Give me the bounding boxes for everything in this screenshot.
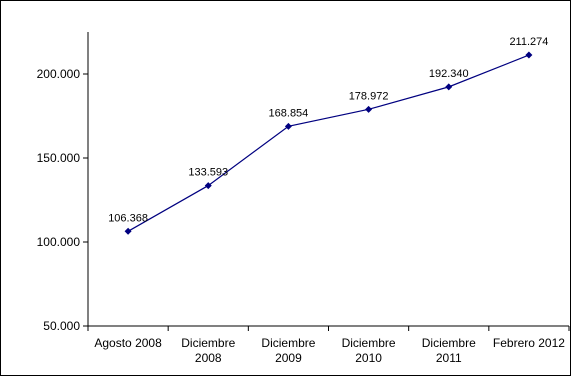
data-point-marker [525, 51, 533, 59]
data-label: 192.340 [429, 68, 469, 80]
data-label: 106.368 [108, 212, 148, 224]
data-point-marker [445, 83, 453, 91]
x-category-label-line: Diciembre [181, 336, 235, 350]
x-category-label: Diciembre 2009 [261, 336, 315, 365]
series-layer [124, 51, 533, 235]
data-label: 178.972 [349, 90, 389, 102]
x-category-label-line: 2011 [436, 351, 462, 365]
x-category-label-line: 2008 [195, 351, 222, 365]
data-point-marker [204, 182, 212, 190]
x-category-label: Diciembre 2010 [342, 336, 396, 365]
x-category-label: Agosto 2008 [94, 336, 162, 350]
y-tick-label: 50.000 [43, 319, 80, 333]
data-point-marker [284, 122, 292, 130]
x-category-label: Diciembre 2011 [422, 336, 476, 365]
x-category-label: Febrero 2012 [493, 336, 565, 350]
chart-axes [87, 32, 569, 327]
data-labels: 106.368 133.593 168.854 178.972 192.340 211.2… [108, 36, 548, 224]
x-category-label-line: Diciembre [422, 336, 476, 350]
x-category-label-line: 2010 [355, 351, 382, 365]
data-label: 211.274 [509, 36, 548, 48]
data-label: 133.593 [188, 167, 228, 179]
y-tick-label: 200.000 [37, 67, 81, 81]
data-point-marker [365, 105, 373, 113]
series-line [127, 54, 530, 232]
y-axis-ticks: 50.000 100.000 150.000 200.000 [37, 67, 88, 333]
y-tick-label: 100.000 [37, 235, 81, 249]
x-category-label-line: 2009 [275, 351, 302, 365]
x-category-label-line: Diciembre [261, 336, 315, 350]
x-category-label: Diciembre 2008 [181, 336, 235, 365]
x-category-label-line: Febrero 2012 [493, 336, 565, 350]
x-category-label-line: Diciembre [342, 336, 396, 350]
x-category-label-line: Agosto 2008 [94, 336, 162, 350]
y-tick-label: 150.000 [37, 151, 81, 165]
data-point-marker [124, 227, 132, 235]
data-label: 168.854 [269, 107, 309, 119]
